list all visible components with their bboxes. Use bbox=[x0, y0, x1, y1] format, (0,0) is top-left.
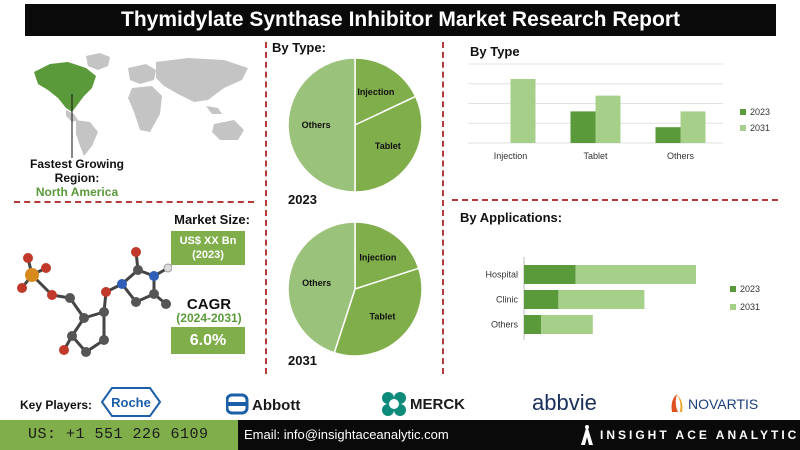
email-address: Email: info@insightaceanalytic.com bbox=[244, 427, 449, 442]
pie-chart-2031: Injection Tablet Others bbox=[287, 221, 423, 357]
pie-year-2023: 2023 bbox=[288, 192, 317, 207]
abbott-logo: Abbott bbox=[226, 393, 300, 415]
market-size-year: (2023) bbox=[192, 249, 224, 261]
bar-type-others-2031 bbox=[680, 111, 706, 143]
contact-bar: Email: info@insightaceanalytic.com INSIG… bbox=[238, 420, 800, 450]
market-size-box: US$ XX Bn (2023) bbox=[171, 231, 245, 265]
brand-logo-icon bbox=[581, 425, 593, 445]
page-title: Thymidylate Synthase Inhibitor Market Re… bbox=[25, 4, 776, 36]
pie-2031-label-injection: Injection bbox=[359, 253, 396, 263]
world-map bbox=[34, 53, 248, 158]
bar-app-hospital-2023 bbox=[524, 265, 576, 284]
svg-text:MERCK: MERCK bbox=[410, 396, 465, 413]
pie-2023-slice-others bbox=[287, 57, 356, 193]
pie-2031-label-others: Others bbox=[302, 278, 331, 288]
bar-type-injection-2031 bbox=[510, 79, 536, 143]
bar-type-legend-swatch-2023 bbox=[740, 109, 746, 115]
pie-2031-slice-tablet bbox=[333, 267, 423, 357]
pie-chart-2023: Injection Tablet Others bbox=[287, 57, 423, 193]
bar-chart-by-applications: Hospital Clinic Others 2023 2031 bbox=[485, 257, 760, 340]
bar-type-title: By Type bbox=[470, 44, 520, 59]
bar-type-legend-swatch-2031 bbox=[740, 125, 746, 131]
bar-app-hospital-2031 bbox=[575, 265, 696, 284]
pie-year-2031: 2031 bbox=[288, 353, 317, 368]
merck-logo: MERCK bbox=[382, 392, 465, 416]
bar-app-category-label: Clinic bbox=[496, 295, 519, 305]
pie-2031-slice-injection bbox=[354, 221, 420, 291]
pie-2023-label-tablet: Tablet bbox=[375, 141, 401, 151]
pie-2031-slice-others bbox=[287, 221, 356, 354]
cagr-value: 6.0% bbox=[171, 327, 245, 354]
svg-text:abbvie: abbvie bbox=[532, 390, 597, 415]
bar-type-legend-2031: 2031 bbox=[750, 123, 770, 133]
bar-type-category-label: Others bbox=[667, 151, 695, 161]
bar-app-clinic-2023 bbox=[524, 290, 559, 309]
bar-app-clinic-2031 bbox=[558, 290, 645, 309]
region-value: North America bbox=[35, 185, 119, 199]
bar-type-tablet-2031 bbox=[595, 95, 621, 143]
pie-2023-slice-tablet bbox=[354, 95, 423, 193]
svg-text:Roche: Roche bbox=[111, 395, 151, 410]
bar-type-others-2023 bbox=[655, 127, 681, 143]
pie-2023-label-others: Others bbox=[302, 120, 331, 130]
divider-left bbox=[265, 42, 267, 374]
bar-type-category-label: Tablet bbox=[583, 151, 608, 161]
pie-2023-label-injection: Injection bbox=[357, 87, 394, 97]
pie-section-title: By Type: bbox=[272, 40, 326, 55]
bar-app-others-2031 bbox=[541, 315, 593, 334]
north-america-highlight bbox=[34, 62, 96, 112]
bar-app-legend-2023: 2023 bbox=[740, 284, 760, 294]
cagr-label: CAGR bbox=[186, 296, 232, 313]
bar-type-tablet-2023 bbox=[570, 111, 596, 143]
bar-app-category-label: Hospital bbox=[485, 270, 518, 280]
novartis-logo: NOVARTIS bbox=[671, 394, 758, 412]
phone-number: US: +1 551 226 6109 bbox=[0, 420, 238, 450]
bar-app-legend-swatch-2023 bbox=[730, 286, 736, 292]
roche-logo: Roche bbox=[100, 387, 162, 417]
cagr-period: (2024-2031) bbox=[176, 311, 242, 325]
svg-text:NOVARTIS: NOVARTIS bbox=[688, 396, 758, 412]
divider-left-horizontal bbox=[14, 201, 254, 203]
pie-2031-label-tablet: Tablet bbox=[370, 311, 396, 321]
divider-right-horizontal bbox=[452, 199, 778, 201]
bar-app-others-2023 bbox=[524, 315, 542, 334]
bar-app-title: By Applications: bbox=[460, 210, 563, 225]
svg-text:Abbott: Abbott bbox=[252, 397, 300, 414]
divider-right bbox=[442, 42, 444, 374]
bar-type-category-label: Injection bbox=[494, 151, 528, 161]
bar-chart-by-type: Injection Tablet Others 2023 2031 bbox=[468, 63, 770, 161]
abbvie-logo: abbvie bbox=[532, 390, 597, 415]
market-size-label: Market Size: bbox=[174, 212, 250, 227]
pie-2023-slice-injection bbox=[354, 57, 417, 127]
bar-app-legend-swatch-2031 bbox=[730, 304, 736, 310]
market-size-value: US$ XX Bn bbox=[179, 235, 237, 247]
bar-app-category-label: Others bbox=[491, 320, 519, 330]
brand-name: INSIGHT ACE ANALYTIC bbox=[600, 428, 800, 442]
bar-type-legend-2023: 2023 bbox=[750, 107, 770, 117]
key-players-label: Key Players: bbox=[20, 398, 93, 412]
molecule-illustration bbox=[17, 247, 172, 357]
region-label: Fastest Growing Region: bbox=[29, 157, 124, 185]
bar-app-legend-2031: 2031 bbox=[740, 302, 760, 312]
